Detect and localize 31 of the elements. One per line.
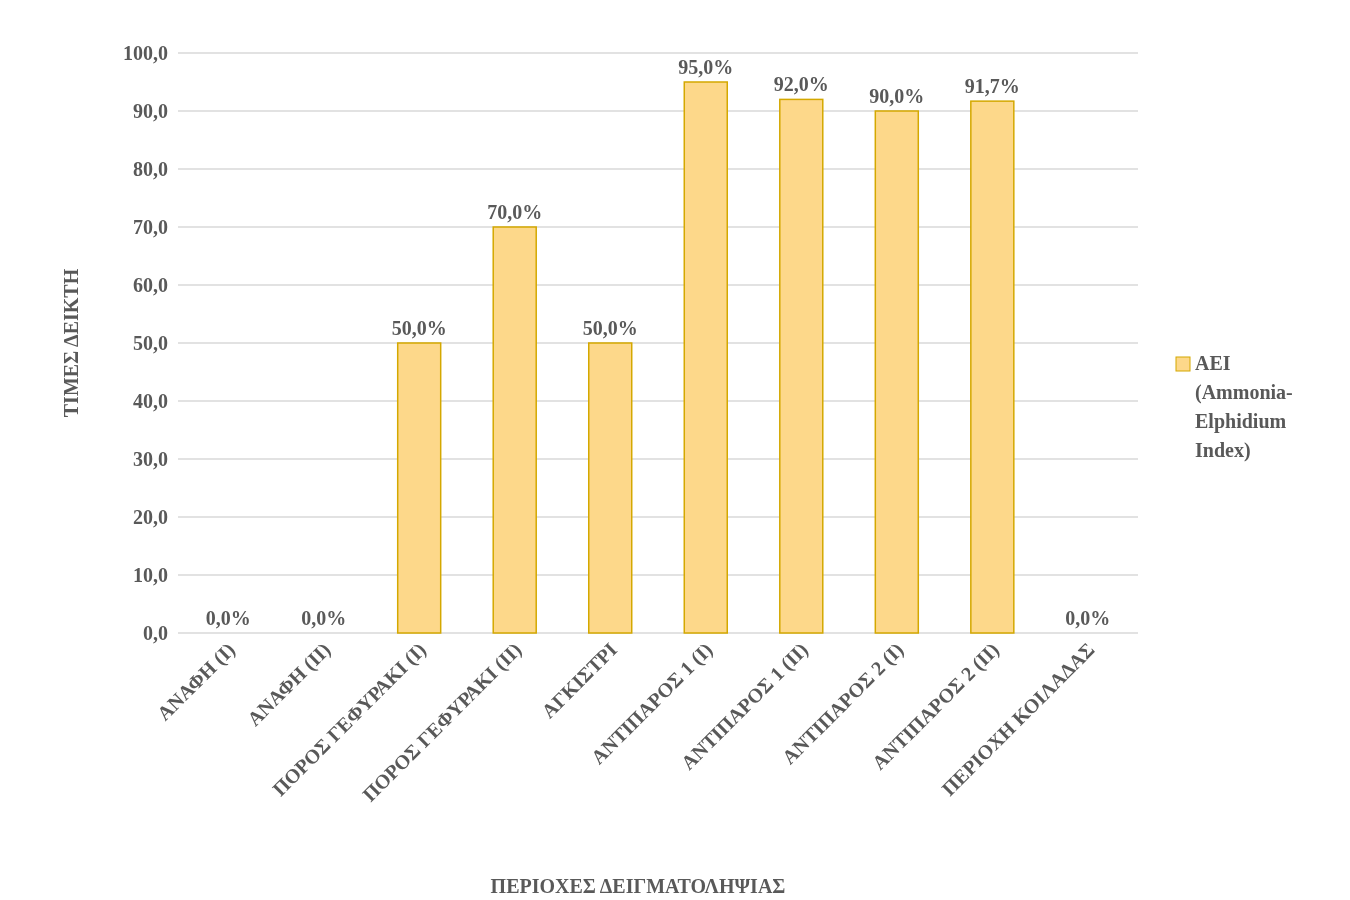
data-label: 95,0% <box>678 56 734 78</box>
x-axis-title: ΠΕΡΙΟΧΕΣ ΔΕΙΓΜΑΤΟΛΗΨΙΑΣ <box>490 875 786 897</box>
y-tick-label: 80,0 <box>133 158 168 180</box>
legend-label: AEI (Ammonia-Elphidium Index) <box>1195 352 1293 462</box>
y-tick-label: 70,0 <box>133 216 168 238</box>
bar <box>396 342 442 634</box>
y-tick-label: 40,0 <box>133 390 168 412</box>
bar <box>779 98 824 634</box>
bar <box>970 100 1015 634</box>
data-label: 0,0% <box>301 607 347 629</box>
y-tick-label: 50,0 <box>133 332 168 354</box>
y-axis-title: ΤΙΜΕΣ ΔΕΙΚΤΗ <box>60 268 82 418</box>
bar <box>683 81 728 634</box>
y-tick-label: 90,0 <box>133 100 168 122</box>
data-label: 0,0% <box>205 607 251 629</box>
y-tick-label: 10,0 <box>133 564 168 586</box>
bar <box>492 226 537 634</box>
data-label: 70,0% <box>487 201 543 223</box>
data-label: 90,0% <box>869 85 925 107</box>
y-tick-label: 60,0 <box>133 274 168 296</box>
data-label: 92,0% <box>773 73 829 96</box>
data-label: 91,7% <box>964 75 1020 98</box>
y-tick-label: 100,0 <box>123 42 168 64</box>
data-label: 50,0% <box>582 317 638 339</box>
data-label: 0,0% <box>1065 607 1111 629</box>
y-tick-label: 30,0 <box>133 448 168 470</box>
data-label: 50,0% <box>391 317 447 339</box>
y-tick-label: 0,0 <box>143 622 168 644</box>
bar <box>588 342 633 634</box>
bar <box>874 110 920 634</box>
y-tick-label: 20,0 <box>133 506 168 528</box>
